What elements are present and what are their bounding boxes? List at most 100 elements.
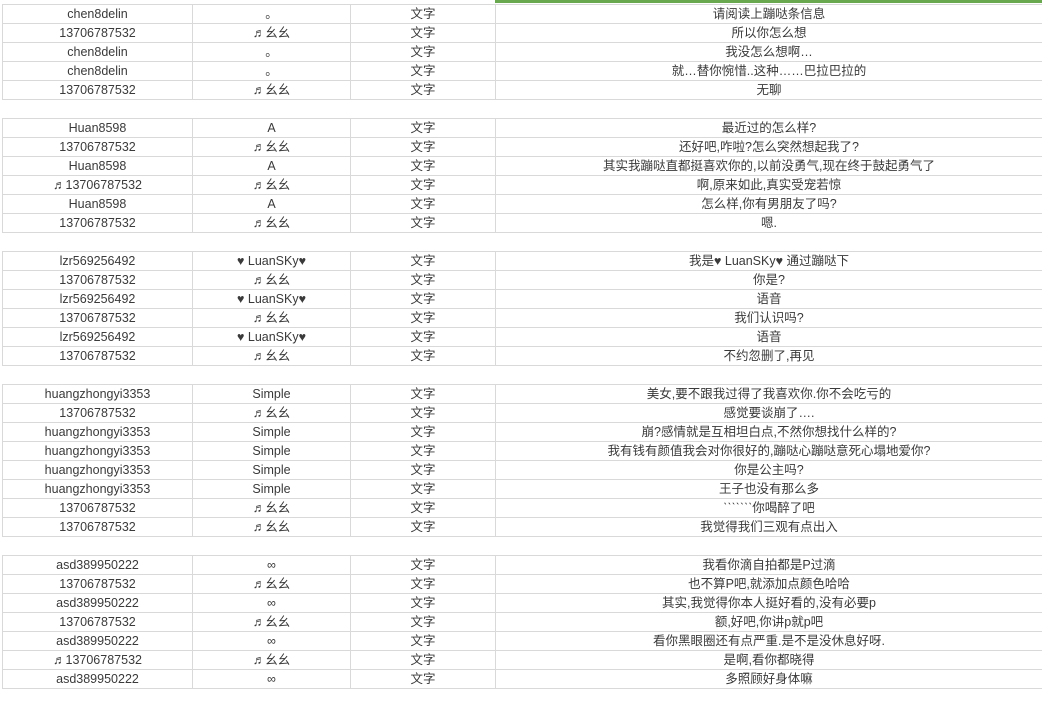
cell-message-content[interactable]: 请阅读上蹦哒条信息 <box>495 5 1042 23</box>
cell-username[interactable]: Huan8598 <box>2 195 192 213</box>
cell-message-type[interactable]: 文字 <box>350 461 495 479</box>
cell-message-content[interactable]: 你是? <box>495 271 1042 289</box>
cell-username[interactable]: huangzhongyi3353 <box>2 385 192 403</box>
cell-username[interactable]: chen8delin <box>2 43 192 61</box>
cell-message-type[interactable]: 文字 <box>350 24 495 42</box>
cell-nickname[interactable]: Simple <box>192 461 350 479</box>
cell-username[interactable]: lzr569256492 <box>2 290 192 308</box>
cell-message-content[interactable]: 无聊 <box>495 81 1042 99</box>
cell-message-type[interactable]: 文字 <box>350 252 495 270</box>
cell-username[interactable]: 13706787532 <box>2 613 192 631</box>
cell-message-type[interactable]: 文字 <box>350 670 495 688</box>
cell-nickname[interactable]: ♬幺幺 <box>192 518 350 536</box>
cell-message-content[interactable]: 其实我蹦哒直都挺喜欢你的,以前没勇气,现在终于鼓起勇气了 <box>495 157 1042 175</box>
cell-message-content[interactable]: 是啊,看你都晓得 <box>495 651 1042 669</box>
cell-message-type[interactable]: 文字 <box>350 423 495 441</box>
cell-message-content[interactable]: 看你黑眼圈还有点严重.是不是没休息好呀. <box>495 632 1042 650</box>
cell-message-content[interactable]: 我觉得我们三观有点出入 <box>495 518 1042 536</box>
cell-message-type[interactable]: 文字 <box>350 5 495 23</box>
cell-nickname[interactable]: ♬幺幺 <box>192 81 350 99</box>
cell-username[interactable]: 13706787532 <box>2 138 192 156</box>
cell-username[interactable]: chen8delin <box>2 62 192 80</box>
cell-nickname[interactable]: ♥ LuanSKy♥ <box>192 290 350 308</box>
cell-nickname[interactable]: ∞ <box>192 594 350 612</box>
cell-message-type[interactable]: 文字 <box>350 442 495 460</box>
cell-message-content[interactable]: 嗯. <box>495 214 1042 232</box>
cell-message-type[interactable]: 文字 <box>350 499 495 517</box>
cell-nickname[interactable]: ♬幺幺 <box>192 651 350 669</box>
cell-nickname[interactable]: Simple <box>192 423 350 441</box>
cell-username[interactable]: Huan8598 <box>2 119 192 137</box>
cell-message-content[interactable]: 我们认识吗? <box>495 309 1042 327</box>
cell-username[interactable]: 13706787532 <box>2 214 192 232</box>
cell-username[interactable]: 13706787532 <box>2 81 192 99</box>
cell-message-content[interactable]: 多照顾好身体嘛 <box>495 670 1042 688</box>
cell-message-type[interactable]: 文字 <box>350 594 495 612</box>
cell-nickname[interactable]: ∞ <box>192 670 350 688</box>
cell-username[interactable]: asd389950222 <box>2 632 192 650</box>
cell-nickname[interactable]: ♬幺幺 <box>192 499 350 517</box>
cell-message-type[interactable]: 文字 <box>350 214 495 232</box>
cell-nickname[interactable]: ♬幺幺 <box>192 214 350 232</box>
cell-nickname[interactable]: A <box>192 195 350 213</box>
cell-message-type[interactable]: 文字 <box>350 556 495 574</box>
cell-message-content[interactable]: ˋˋˋˋˋˋˋ你喝醉了吧 <box>495 499 1042 517</box>
cell-message-type[interactable]: 文字 <box>350 328 495 346</box>
cell-message-content[interactable]: 语音 <box>495 290 1042 308</box>
cell-nickname[interactable]: ♬幺幺 <box>192 575 350 593</box>
cell-nickname[interactable]: ♬幺幺 <box>192 24 350 42</box>
cell-message-content[interactable]: 怎么样,你有男朋友了吗? <box>495 195 1042 213</box>
cell-message-content[interactable]: 其实,我觉得你本人挺好看的,没有必要p <box>495 594 1042 612</box>
cell-username[interactable]: 13706787532 <box>2 518 192 536</box>
cell-message-type[interactable]: 文字 <box>350 290 495 308</box>
cell-nickname[interactable]: ♬幺幺 <box>192 404 350 422</box>
cell-username[interactable]: lzr569256492 <box>2 328 192 346</box>
cell-message-content[interactable]: 也不算P吧,就添加点颜色哈哈 <box>495 575 1042 593</box>
cell-username[interactable]: 13706787532 <box>2 271 192 289</box>
cell-message-content[interactable]: 最近过的怎么样? <box>495 119 1042 137</box>
cell-nickname[interactable]: ♥ LuanSKy♥ <box>192 328 350 346</box>
cell-username[interactable]: huangzhongyi3353 <box>2 423 192 441</box>
cell-nickname[interactable]: 。 <box>192 43 350 61</box>
cell-message-content[interactable]: 我看你滴自拍都是P过滴 <box>495 556 1042 574</box>
cell-message-content[interactable]: 你是公主吗? <box>495 461 1042 479</box>
cell-message-content[interactable]: 我有钱有颜值我会对你很好的,蹦哒心蹦哒意死心塌地爱你? <box>495 442 1042 460</box>
cell-message-content[interactable]: 王子也没有那么多 <box>495 480 1042 498</box>
cell-message-type[interactable]: 文字 <box>350 632 495 650</box>
cell-username[interactable]: asd389950222 <box>2 670 192 688</box>
cell-message-content[interactable]: 我没怎么想啊… <box>495 43 1042 61</box>
cell-message-content[interactable]: 感觉要谈崩了…. <box>495 404 1042 422</box>
cell-nickname[interactable]: A <box>192 119 350 137</box>
cell-message-type[interactable]: 文字 <box>350 271 495 289</box>
cell-nickname[interactable]: ♬幺幺 <box>192 347 350 365</box>
cell-nickname[interactable]: Simple <box>192 480 350 498</box>
cell-nickname[interactable]: Simple <box>192 385 350 403</box>
cell-nickname[interactable]: Simple <box>192 442 350 460</box>
cell-username[interactable]: chen8delin <box>2 5 192 23</box>
cell-username[interactable]: ♬13706787532 <box>2 176 192 194</box>
cell-message-content[interactable]: 还好吧,咋啦?怎么突然想起我了? <box>495 138 1042 156</box>
cell-message-content[interactable]: 不约忽删了,再见 <box>495 347 1042 365</box>
cell-message-content[interactable]: 我是♥ LuanSKy♥ 通过蹦哒下 <box>495 252 1042 270</box>
cell-message-type[interactable]: 文字 <box>350 62 495 80</box>
cell-username[interactable]: 13706787532 <box>2 499 192 517</box>
cell-message-type[interactable]: 文字 <box>350 613 495 631</box>
cell-nickname[interactable]: A <box>192 157 350 175</box>
cell-username[interactable]: huangzhongyi3353 <box>2 442 192 460</box>
cell-message-content[interactable]: 语音 <box>495 328 1042 346</box>
cell-message-type[interactable]: 文字 <box>350 176 495 194</box>
cell-username[interactable]: huangzhongyi3353 <box>2 480 192 498</box>
cell-nickname[interactable]: ♬幺幺 <box>192 138 350 156</box>
cell-message-content[interactable]: 美女,要不跟我过得了我喜欢你.你不会吃亏的 <box>495 385 1042 403</box>
cell-nickname[interactable]: ♬幺幺 <box>192 309 350 327</box>
cell-message-type[interactable]: 文字 <box>350 404 495 422</box>
cell-message-type[interactable]: 文字 <box>350 138 495 156</box>
cell-nickname[interactable]: ♬幺幺 <box>192 176 350 194</box>
cell-message-content[interactable]: 所以你怎么想 <box>495 24 1042 42</box>
cell-message-type[interactable]: 文字 <box>350 81 495 99</box>
cell-message-type[interactable]: 文字 <box>350 385 495 403</box>
cell-message-content[interactable]: 额,好吧,你讲p就p吧 <box>495 613 1042 631</box>
cell-username[interactable]: 13706787532 <box>2 347 192 365</box>
cell-nickname[interactable]: ∞ <box>192 632 350 650</box>
cell-nickname[interactable]: 。 <box>192 5 350 23</box>
